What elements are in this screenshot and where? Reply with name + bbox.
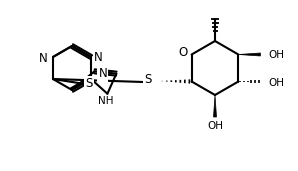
Text: N: N [98, 67, 107, 80]
Text: N: N [39, 52, 48, 65]
Text: OH: OH [207, 121, 223, 131]
Polygon shape [213, 95, 217, 117]
Text: N: N [94, 51, 103, 64]
Polygon shape [238, 53, 260, 56]
Text: S: S [144, 73, 152, 86]
Text: S: S [85, 77, 93, 90]
Text: OH: OH [268, 77, 284, 88]
Text: O: O [179, 45, 188, 58]
Text: NH: NH [98, 96, 113, 106]
Text: OH: OH [268, 49, 284, 60]
